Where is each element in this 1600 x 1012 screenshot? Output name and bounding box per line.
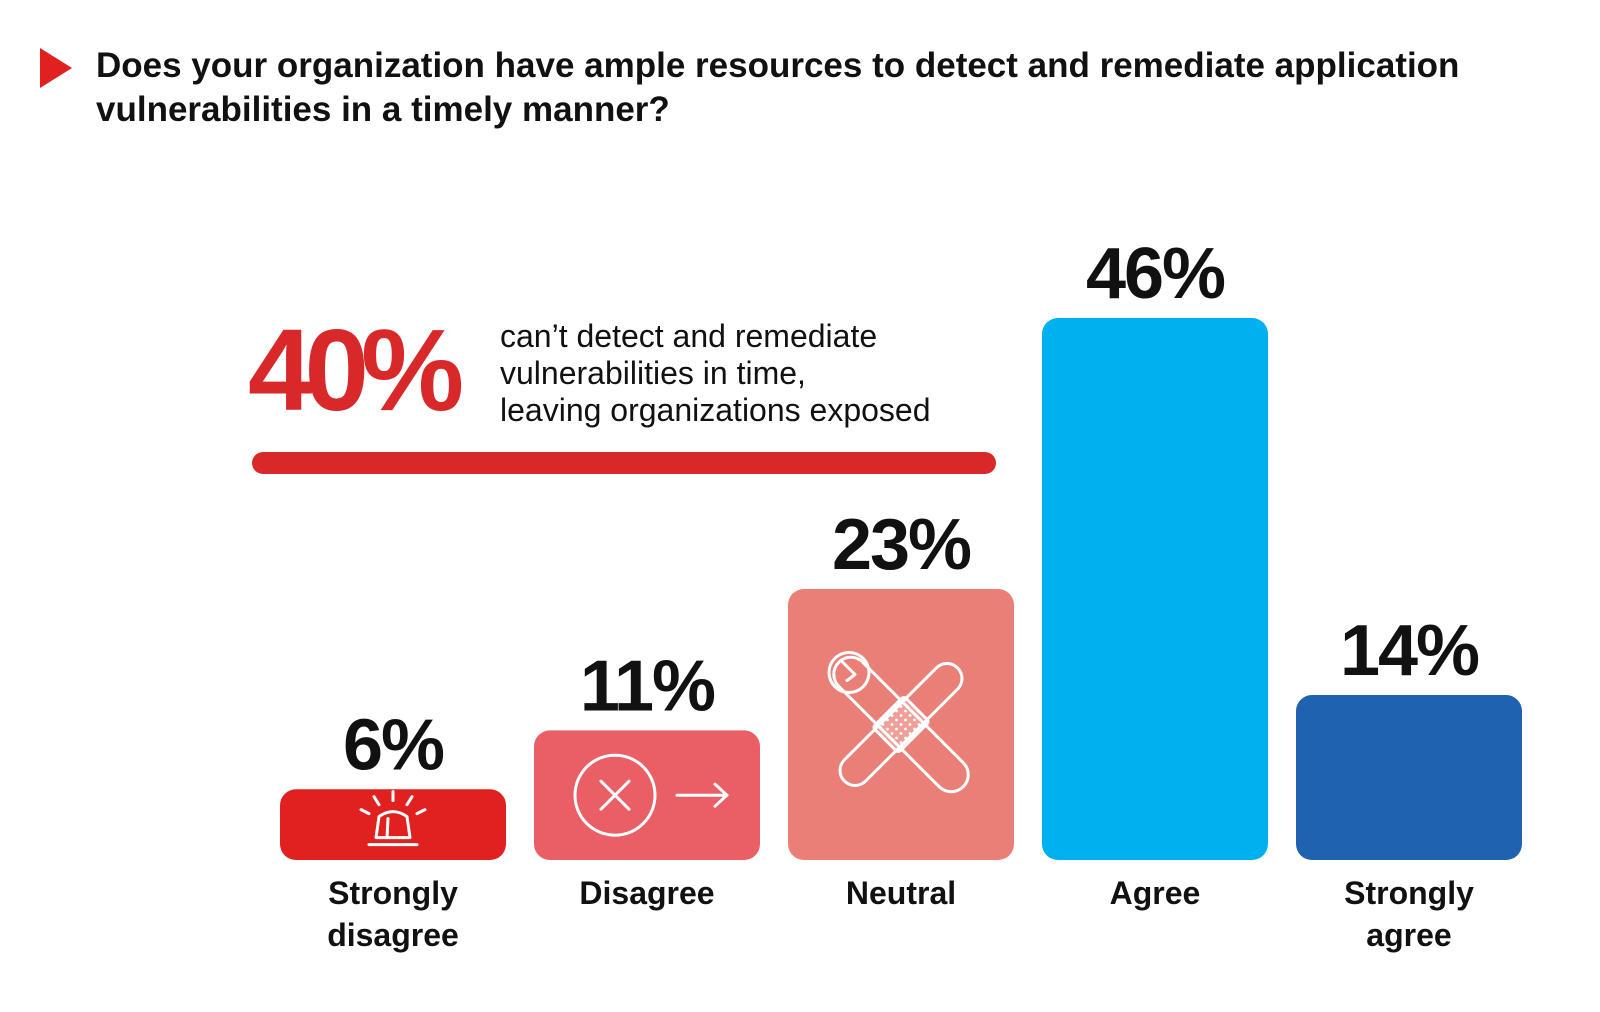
bar-group: 14% Strongly agree xyxy=(1296,611,1522,953)
callout-value: 40% xyxy=(248,305,464,435)
chart-title: Does your organization have ample resour… xyxy=(96,46,1460,129)
category-label: Strongly xyxy=(328,875,458,911)
callout-text: can’t detect and remediate vulnerabiliti… xyxy=(500,318,1020,429)
bar xyxy=(280,789,506,860)
bar xyxy=(1296,695,1522,860)
value-label: 11% xyxy=(580,646,715,726)
bar-group: 11% Disagree xyxy=(534,646,760,911)
callout-line: leaving organizations exposed xyxy=(500,392,931,428)
bar-group: 23% Neutral xyxy=(788,505,1014,911)
category-label: agree xyxy=(1366,917,1451,953)
category-label: Agree xyxy=(1110,875,1201,911)
category-label: Neutral xyxy=(846,875,956,911)
bar-group: 6% Strongly disagree xyxy=(280,705,506,953)
callout-line: vulnerabilities in time, xyxy=(500,355,806,391)
x-arrow-icon xyxy=(573,753,729,837)
category-label: Strongly xyxy=(1344,875,1474,911)
value-label: 23% xyxy=(832,505,971,585)
category-label: disagree xyxy=(327,917,459,953)
wrench-bandage-icon xyxy=(827,651,970,794)
value-label: 14% xyxy=(1340,611,1479,691)
bar xyxy=(1042,318,1268,860)
value-label: 46% xyxy=(1086,234,1225,314)
bar-group: 46% Agree xyxy=(1042,234,1268,911)
category-label: Disagree xyxy=(579,875,714,911)
title-marker-icon xyxy=(40,48,72,88)
value-label: 6% xyxy=(343,705,444,785)
callout-line: can’t detect and remediate xyxy=(500,318,878,354)
siren-icon xyxy=(359,790,427,847)
callout-underline xyxy=(252,452,996,474)
